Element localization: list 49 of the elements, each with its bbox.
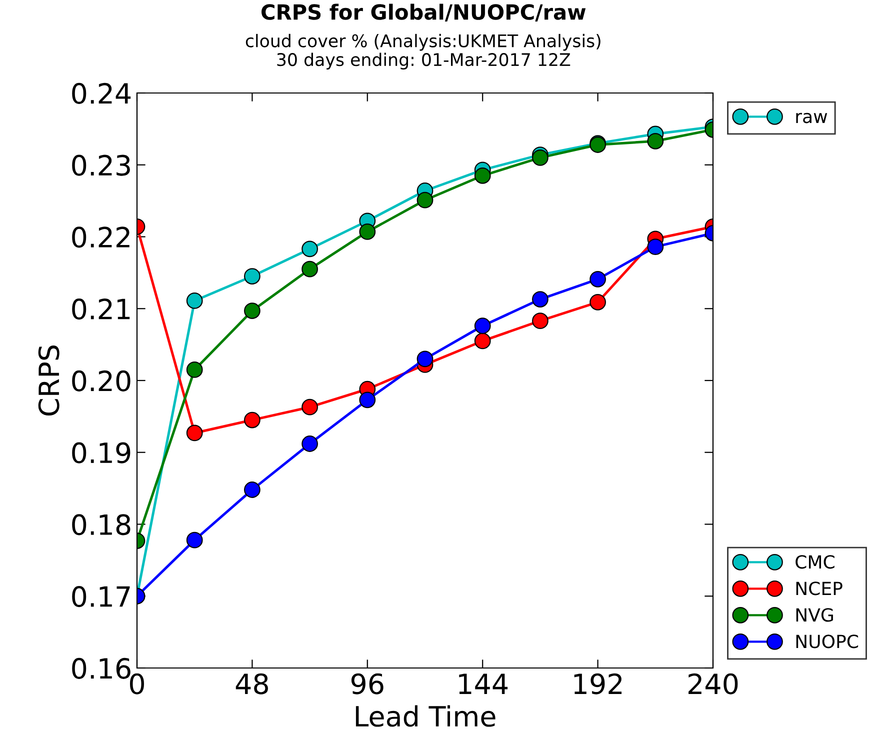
x-tick-label: 144 <box>459 674 508 694</box>
point <box>590 270 606 288</box>
y-tick-label: 0.22 <box>72 226 130 248</box>
point <box>532 291 548 308</box>
point <box>474 332 491 350</box>
point <box>302 398 318 416</box>
point <box>647 238 664 256</box>
point <box>302 260 318 278</box>
point <box>359 392 376 408</box>
y-tick-label: 0.17 <box>72 586 130 608</box>
point <box>302 240 318 258</box>
point <box>244 302 260 319</box>
x-axis-title: Lead Time <box>356 705 496 727</box>
legend-label: CMC <box>796 555 834 569</box>
x-tick-label: 96 <box>351 673 384 694</box>
point <box>186 532 203 548</box>
point <box>244 412 260 428</box>
point <box>244 268 260 284</box>
point <box>186 424 203 442</box>
point <box>186 292 203 309</box>
x-tick-label: 240 <box>688 673 738 694</box>
point <box>416 192 434 208</box>
legend-label: NCEP <box>796 582 842 596</box>
y-tick-label: 0.19 <box>72 442 130 464</box>
y-tick-label: 0.20 <box>72 370 130 392</box>
x-tick-label: 0 <box>130 673 144 694</box>
y-tick-label: 0.21 <box>72 298 130 320</box>
point <box>590 294 606 310</box>
point <box>532 312 548 330</box>
legend-label: NUOPC <box>796 634 858 648</box>
point <box>474 318 491 334</box>
y-tick-label: 0.24 <box>72 82 131 104</box>
point <box>416 350 434 368</box>
y-tick-label: 0.23 <box>72 154 130 176</box>
legend-label: NVG <box>796 608 833 622</box>
x-tick-label: 48 <box>236 673 268 694</box>
legend-label: raw <box>796 112 828 124</box>
point <box>186 362 203 378</box>
point <box>302 436 318 452</box>
chart-title: CRPS for Global/NUOPC/raw <box>262 4 586 22</box>
point <box>647 132 664 150</box>
point <box>474 167 491 184</box>
x-tick-label: 192 <box>574 673 622 694</box>
point <box>244 482 260 498</box>
point <box>359 224 376 240</box>
y-axis-title: CRPS <box>38 346 60 416</box>
y-tick-label: 0.18 <box>72 514 130 536</box>
y-tick-label: 0.16 <box>72 658 130 679</box>
chart-subtitle: cloud cover % (Analysis:UKMET Analysis) 30 days ending: 01-Mar-2017 12Z <box>246 34 600 70</box>
